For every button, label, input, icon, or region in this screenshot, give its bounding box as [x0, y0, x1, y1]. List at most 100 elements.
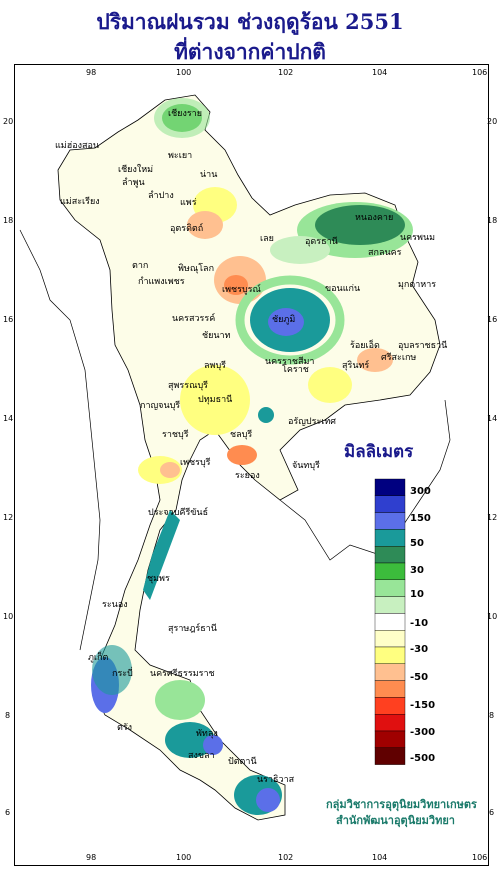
lightgreen-patch-northeast [270, 236, 330, 264]
legend-label: -50 [410, 672, 428, 683]
legend-label: 150 [410, 513, 431, 524]
legend-color-box [374, 512, 406, 530]
city-label: กาญจนบุรี [140, 400, 180, 411]
city-label: ศรีสะเกษ [381, 352, 416, 363]
legend-label: 50 [410, 538, 424, 549]
legend-color-box [374, 546, 406, 564]
teal-patch-south [143, 510, 180, 600]
legend-color-box [374, 613, 406, 631]
map-subtitle: ที่ต่างจากค่าปกติ [174, 39, 326, 64]
city-label: ขอนแก่น [325, 284, 360, 294]
y-tick-left: 8 [5, 711, 10, 720]
x-tick-bottom: 100 [176, 853, 191, 862]
city-label: กระบี่ [112, 666, 133, 679]
y-tick-left: 20 [3, 117, 13, 126]
city-label: ระยอง [235, 471, 260, 481]
y-tick-right: 14 [487, 414, 497, 423]
city-label: แม่สะเรียง [60, 196, 100, 207]
city-label: สกลนคร [368, 248, 402, 258]
city-label: สุรินทร์ [342, 359, 369, 371]
city-label: ราชบุรี [162, 429, 189, 440]
city-label: เลย [260, 234, 274, 244]
city-label: ภูเก็ต [88, 650, 108, 663]
y-tick-right: 10 [487, 612, 497, 621]
city-label: นราธิวาส [257, 774, 295, 785]
city-label: สุราษฎร์ธานี [168, 622, 217, 634]
legend-label: 30 [410, 565, 424, 576]
map-frame [14, 64, 489, 866]
city-label: ชัยนาท [202, 331, 231, 341]
color-legend: 300 150 50 30 10 -10 -30 -50 -150 -300 -500 [374, 478, 435, 765]
orange-patch-west [160, 462, 180, 478]
city-label: จันทบุรี [292, 460, 320, 471]
city-label: เพชรบุรี [180, 457, 211, 468]
city-label: ลำปาง [148, 190, 174, 201]
city-label: ชลบุรี [230, 429, 252, 440]
legend-color-box [374, 680, 406, 698]
city-label: ลำพูน [122, 177, 145, 188]
city-label: ปัตตานี [228, 756, 257, 767]
city-label: สงขลา [188, 751, 215, 761]
orange-patch-rayong [227, 445, 257, 465]
city-label: นครราชสีมา [265, 356, 314, 367]
legend-color-box [374, 478, 406, 496]
credit-line-2: สำนักพัฒนาอุตุนิยมวิทยา [336, 814, 455, 827]
city-label: กำแพงเพชร [138, 276, 185, 287]
legend-color-box [374, 663, 406, 681]
x-tick-bottom: 106 [472, 853, 487, 862]
city-label: มุกดาหาร [398, 280, 436, 290]
yellow-patch-east [308, 367, 352, 403]
legend-label: 300 [410, 486, 431, 497]
legend-label: -10 [410, 618, 428, 629]
y-tick-left: 10 [3, 612, 13, 621]
city-label: เชียงใหม่ [118, 164, 153, 175]
city-label: ตาก [132, 261, 148, 271]
city-label: พิษณุโลก [178, 263, 214, 274]
y-tick-right: 6 [489, 808, 494, 817]
blue-patch-narathiwat [256, 788, 280, 812]
legend-label: -500 [410, 753, 435, 764]
legend-color-box [374, 630, 406, 648]
green-patch-south [155, 680, 205, 720]
greenlight-patch-north [154, 98, 210, 138]
coastline-west [19, 229, 101, 651]
legend-color-box [374, 579, 406, 597]
city-label: ระนอง [102, 600, 128, 610]
x-tick-top: 104 [372, 68, 387, 77]
darkgreen-patch-northeast [315, 205, 405, 245]
teal-patch-east [258, 407, 274, 423]
x-tick-top: 102 [278, 68, 293, 77]
legend-label: -300 [410, 727, 435, 738]
city-label: ชัยภูมิ [272, 314, 295, 325]
city-label: แม่ฮ่องสอน [55, 141, 99, 151]
y-tick-right: 12 [487, 513, 497, 522]
y-tick-right: 8 [489, 711, 494, 720]
y-tick-right: 18 [487, 216, 497, 225]
city-label: น่าน [200, 170, 217, 180]
x-tick-top: 106 [472, 68, 487, 77]
y-tick-left: 16 [3, 315, 13, 324]
green-ring-chaiyaphum [235, 275, 345, 365]
legend-color-box [374, 596, 406, 614]
city-label: สุพรรณบุรี [168, 380, 208, 391]
legend-label: -30 [410, 644, 428, 655]
city-label: หนองคาย [355, 213, 393, 223]
y-tick-left: 12 [3, 513, 13, 522]
teal-patch-andaman [92, 645, 132, 695]
city-label: ตรัง [117, 723, 132, 733]
city-label: นครศรีธรรมราช [150, 668, 215, 679]
city-label: พะเยา [168, 151, 192, 161]
city-label: อุตรดิตถ์ [170, 222, 203, 234]
city-label: เพชรบูรณ์ [222, 283, 261, 295]
map-title: ปริมาณฝนรวม ช่วงฤดูร้อน 2551 [96, 9, 404, 34]
city-label: นครพนม [400, 233, 435, 243]
legend-color-box [374, 714, 406, 732]
legend-color-box [374, 730, 406, 748]
legend-unit: มิลลิเมตร [344, 442, 414, 462]
legend-color-box [374, 495, 406, 513]
blue-patch-chaiyaphum [268, 308, 304, 336]
credit-line-1: กลุ่มวิชาการอุตุนิยมวิทยาเกษตร [326, 798, 477, 811]
orange-patch-east [357, 348, 393, 372]
city-label: ประจวบคีรีขันธ์ [148, 506, 208, 518]
